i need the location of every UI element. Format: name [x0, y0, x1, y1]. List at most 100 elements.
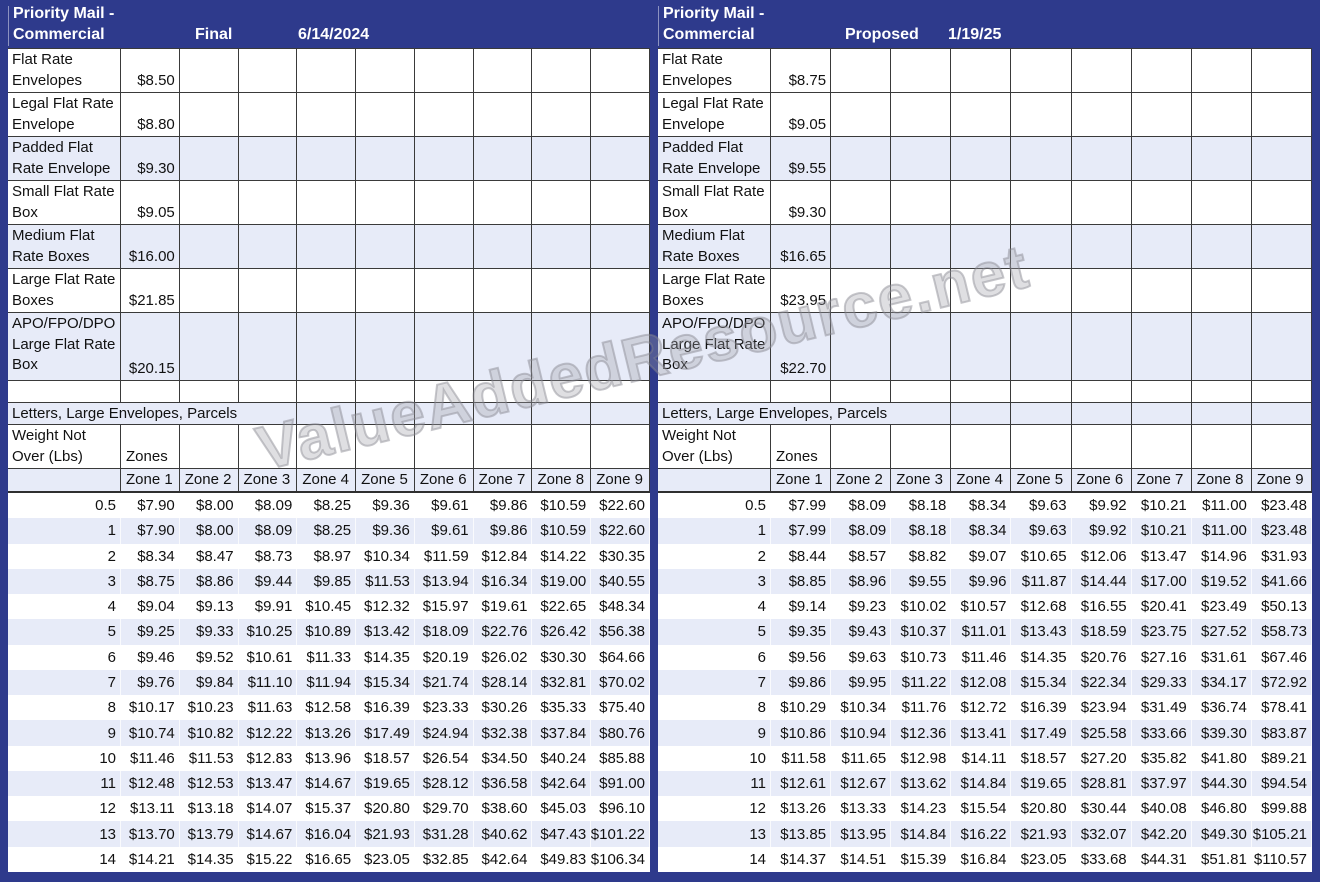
zone-column-header: Zone 1	[771, 469, 832, 491]
table-header: Priority Mail - Commercial Proposed 1/19/2…	[658, 0, 1312, 48]
rate-cell: $15.54	[960, 800, 1007, 818]
rate-row: 1 $7.90 $8.00 $8.09 $8.25 $9.36 $9.61 $9.86 $10.…	[8, 518, 650, 544]
empty-cell	[1071, 93, 1132, 137]
rate-cell: $29.70	[422, 800, 469, 818]
empty-cell	[356, 137, 415, 181]
rate-row: 7 $9.76 $9.84 $11.10 $11.94 $15.34 $21.74 $28.1…	[8, 669, 650, 696]
rate-cell: $10.29	[780, 699, 827, 717]
empty-cell	[238, 381, 298, 403]
version-label: Proposed	[845, 26, 919, 43]
rate-rows: 0.5 $7.99 $8.09 $8.18 $8.34 $9.63 $9.92 $10.21 $…	[658, 493, 1312, 872]
section-label: Letters, Large Envelopes, Parcels	[658, 403, 952, 425]
rate-cell: $9.35	[771, 619, 831, 644]
empty-cell	[473, 403, 533, 425]
empty-cell	[1191, 49, 1252, 93]
rate-cell: $14.84	[891, 821, 951, 846]
rate-row: 6 $9.46 $9.52 $10.61 $11.33 $14.35 $20.19 $26.0…	[8, 645, 650, 670]
rate-cell: $83.87	[1252, 720, 1312, 745]
rate-cell: $12.68	[1020, 598, 1067, 616]
empty-cell	[238, 225, 298, 269]
weight-value: 1	[8, 518, 121, 543]
empty-cell	[951, 93, 1012, 137]
rate-cell: $9.96	[951, 569, 1011, 594]
rate-cell: $13.47	[1140, 547, 1187, 565]
empty-cell	[1131, 93, 1192, 137]
rate-cell: $11.58	[781, 749, 827, 767]
weight-header-label: Weight Not Over (Lbs)	[8, 425, 121, 470]
rate-cell: $19.00	[532, 569, 591, 594]
rate-cell: $9.61	[431, 497, 469, 515]
rate-cell: $72.92	[1252, 670, 1312, 695]
empty-cell	[179, 181, 239, 225]
flat-rate-row: Large Flat Rate Boxes $23.95	[658, 269, 1312, 313]
rate-cell: $42.64	[481, 850, 528, 868]
empty-cell	[532, 403, 592, 425]
rate-cell: $9.23	[848, 598, 887, 616]
rate-cell: $40.24	[540, 749, 587, 767]
rate-cell: $80.76	[591, 720, 650, 745]
rate-cell: $19.52	[1192, 569, 1252, 594]
empty-cell	[297, 403, 357, 425]
empty-cell	[356, 403, 415, 425]
empty-cell	[238, 425, 298, 470]
rate-cell: $13.42	[356, 619, 415, 644]
rate-cell: $13.43	[1011, 619, 1071, 644]
rate-cell: $11.01	[951, 619, 1011, 644]
empty-cell	[356, 181, 415, 225]
rate-cell: $10.21	[1140, 497, 1187, 515]
rate-cell: $9.85	[297, 569, 356, 594]
rate-cell: $27.52	[1192, 619, 1252, 644]
rate-cell: $22.60	[599, 497, 645, 515]
rate-cell: $12.72	[960, 699, 1007, 717]
zone-column-header: Zone 6	[1072, 469, 1132, 491]
empty-cell	[473, 225, 533, 269]
rate-cell: $23.94	[1080, 699, 1127, 717]
rate-cell: $21.74	[415, 670, 474, 695]
rate-cell: $28.14	[474, 670, 533, 695]
rate-cell: $42.64	[532, 771, 591, 796]
rate-cell: $35.82	[1140, 749, 1187, 767]
product-label: Large Flat Rate Boxes	[658, 269, 771, 313]
rate-cell: $9.86	[474, 518, 533, 543]
rate-cell: $9.14	[788, 598, 827, 616]
rate-cell: $11.46	[130, 749, 175, 767]
empty-cell	[297, 269, 357, 313]
rate-cell: $23.75	[1132, 619, 1192, 644]
empty-cell	[591, 425, 650, 470]
rate-cell: $12.58	[305, 699, 352, 717]
zone-column-header: Zone 9	[1252, 469, 1312, 491]
rate-cell: $11.33	[306, 648, 352, 666]
empty-cell	[356, 93, 415, 137]
empty-cell	[297, 313, 357, 381]
zone-column-header: Zone 4	[951, 469, 1012, 491]
product-label: Padded Flat Rate Envelope	[658, 137, 771, 181]
empty-cell	[1131, 425, 1192, 470]
product-label: Flat Rate Envelopes	[658, 49, 771, 93]
product-price: $9.05	[771, 93, 832, 137]
empty-cell	[1071, 313, 1132, 381]
rate-cell: $13.70	[121, 821, 180, 846]
rate-cell: $8.09	[848, 497, 887, 515]
rate-cell: $70.02	[591, 670, 650, 695]
empty-cell	[1131, 313, 1192, 381]
rate-cell: $16.84	[960, 850, 1007, 868]
empty-cell	[951, 269, 1012, 313]
empty-cell	[1251, 137, 1312, 181]
rate-cell: $15.97	[422, 598, 469, 616]
empty-cell	[414, 225, 474, 269]
rate-cell: $25.58	[1072, 720, 1132, 745]
empty-cell	[1191, 425, 1252, 470]
rate-cell: $39.30	[1192, 720, 1252, 745]
rate-cell: $106.34	[591, 850, 645, 868]
zone-column-header: Zone 2	[831, 469, 892, 491]
empty-cell	[591, 403, 650, 425]
rate-cell: $34.50	[481, 749, 528, 767]
rate-cell: $8.09	[254, 497, 293, 515]
weight-value: 11	[658, 771, 771, 796]
rate-row: 13 $13.85 $13.95 $14.84 $16.22 $21.93 $32.07 $4…	[658, 821, 1312, 847]
rate-cell: $11.87	[1011, 569, 1071, 594]
rate-cell: $8.34	[968, 497, 1007, 515]
empty-cell	[951, 425, 1012, 470]
product-price: $9.05	[121, 181, 180, 225]
rate-cell: $12.32	[363, 598, 410, 616]
